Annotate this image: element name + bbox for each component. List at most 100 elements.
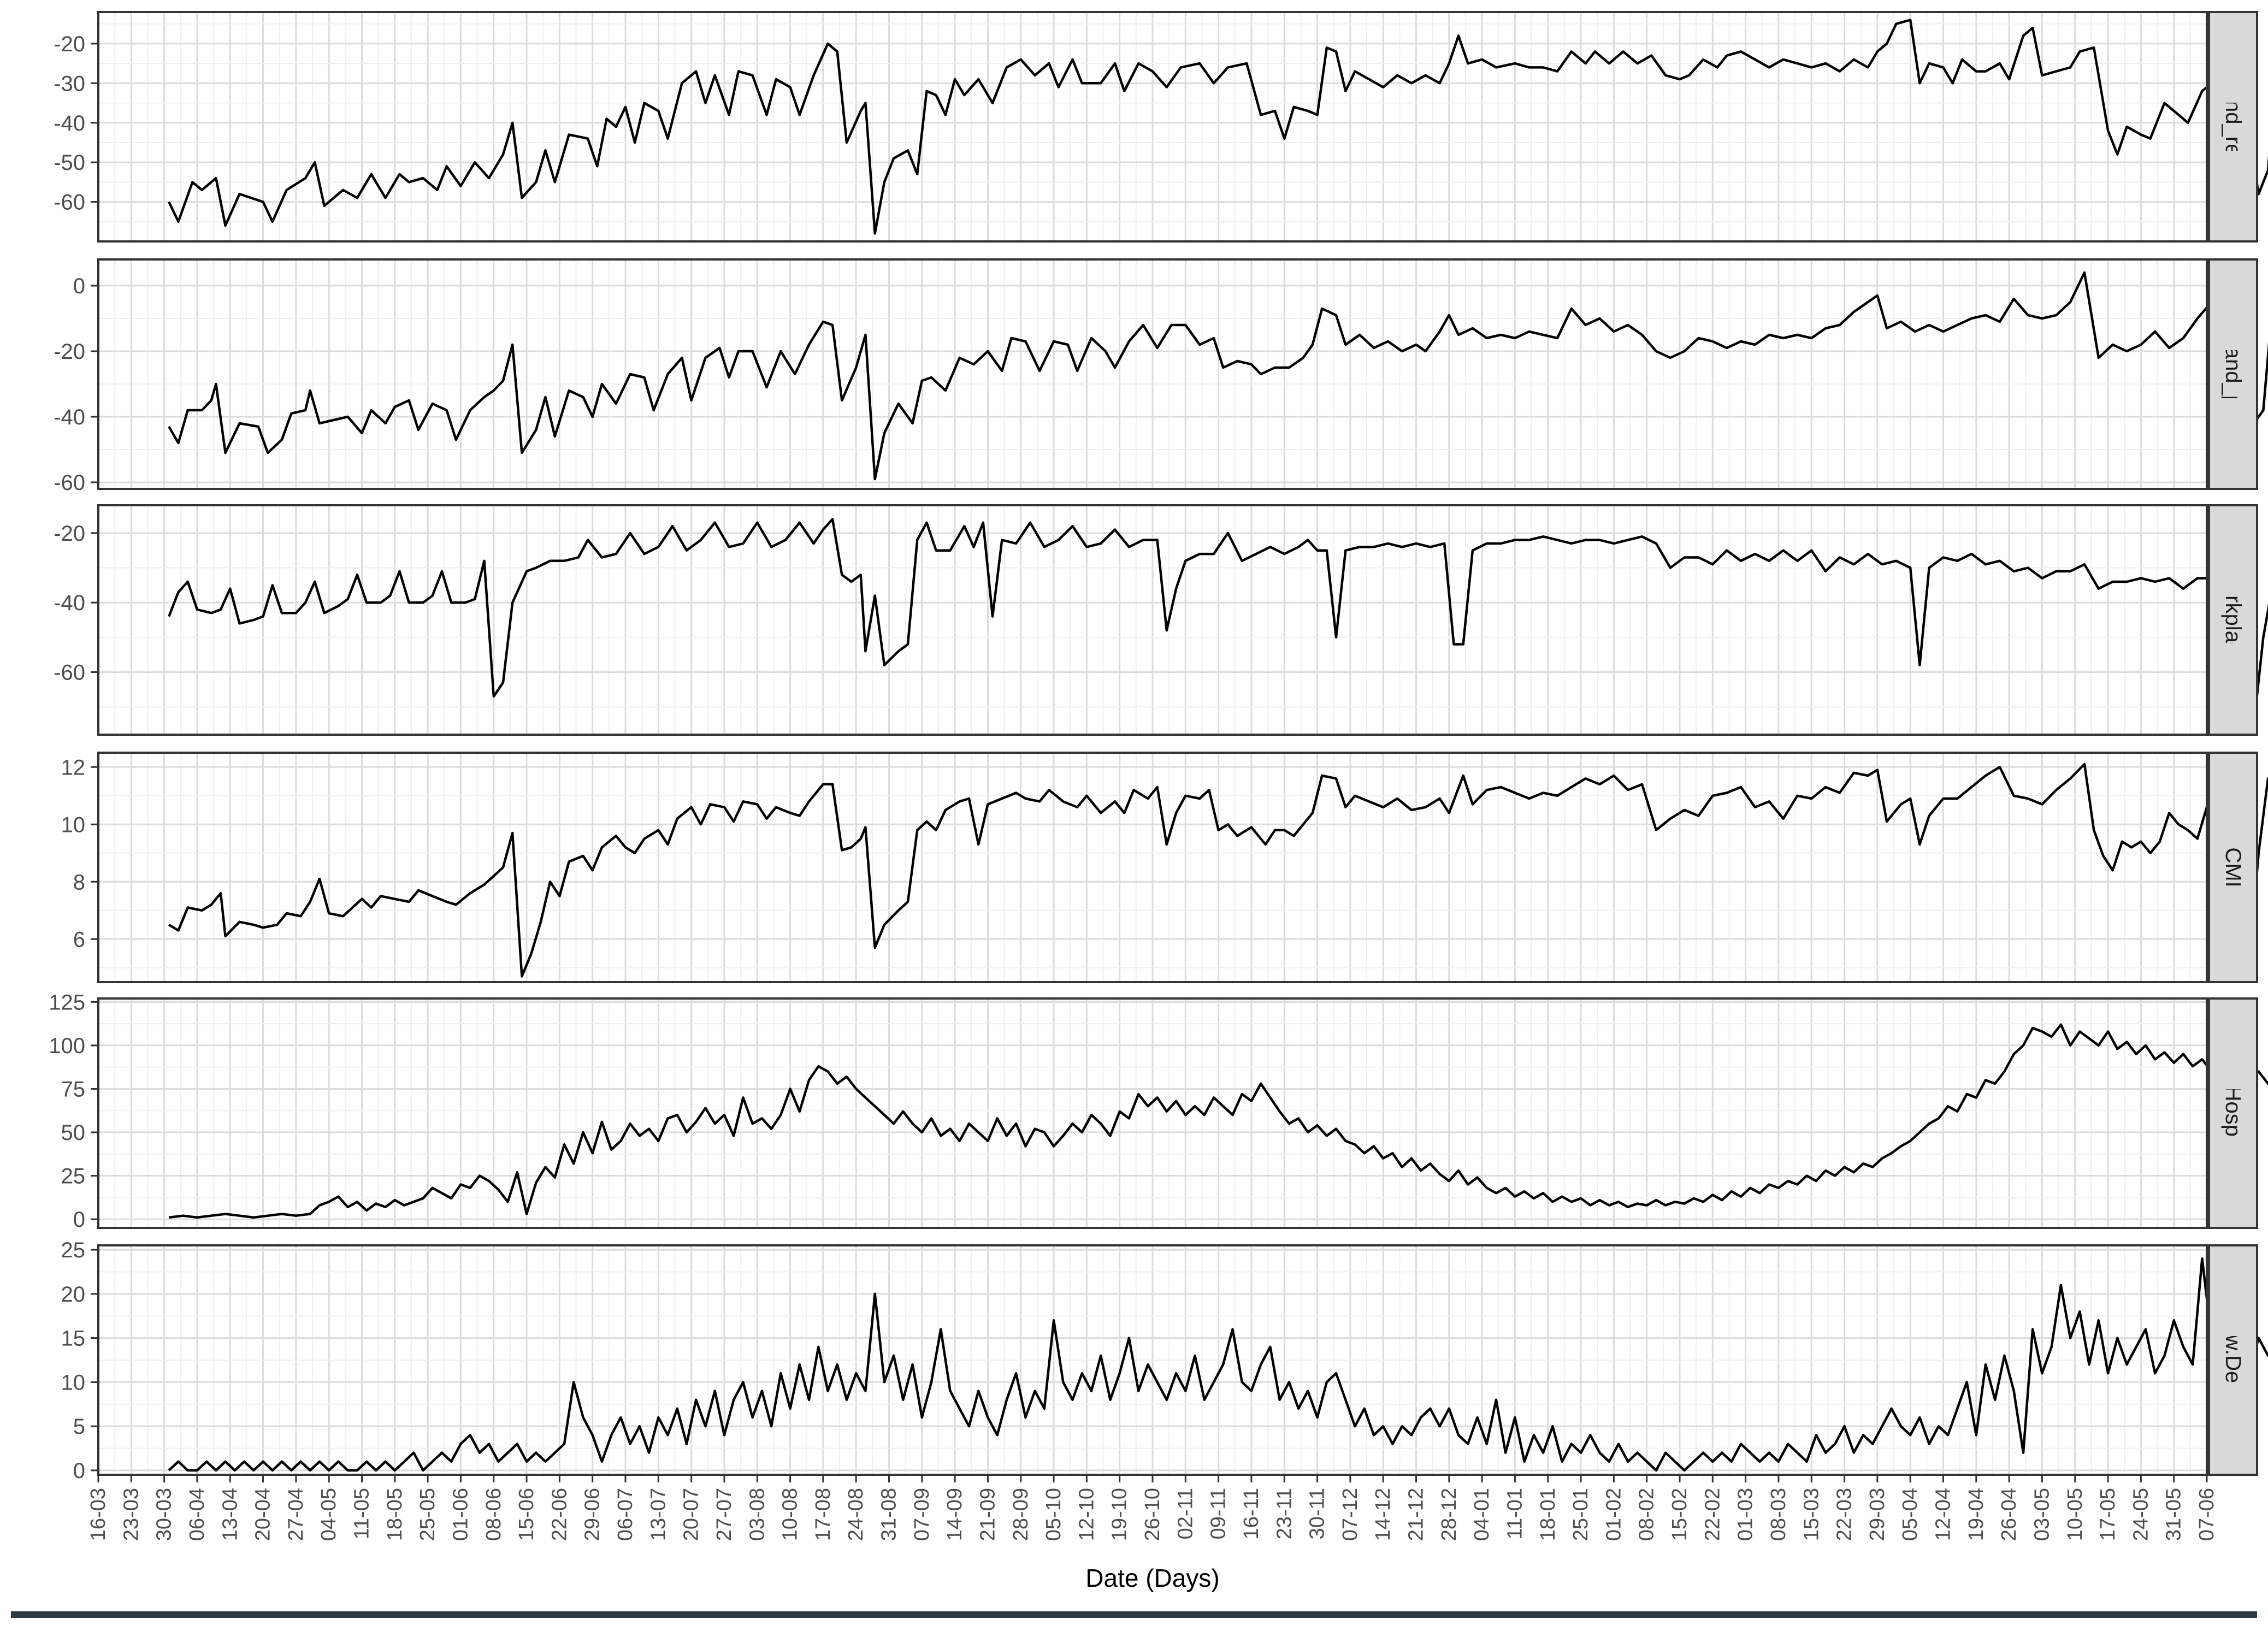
y-tick-label: 100 [49,1034,85,1058]
x-tick-label: 08-03 [1767,1488,1790,1541]
y-tick-label: 50 [61,1121,86,1145]
x-tick-label: 10-08 [779,1488,802,1541]
x-tick-label: 18-05 [383,1488,406,1541]
x-tick-label: 08-06 [482,1488,505,1541]
y-tick-label: 0 [73,1208,85,1232]
y-tick-label: -20 [54,340,85,364]
y-tick-label: 12 [61,755,86,779]
x-tick-label: 16-11 [1240,1488,1263,1539]
x-tick-label: 25-01 [1569,1488,1592,1541]
window-bottom-bar [11,1611,2257,1618]
y-tick-label: -40 [54,111,85,135]
x-tick-label: 23-03 [120,1488,143,1541]
x-tick-label: 31-05 [2163,1488,2186,1541]
y-tick-label: 15 [61,1327,86,1351]
x-tick-label: 15-02 [1668,1488,1691,1541]
x-tick-label: 25-05 [416,1488,439,1541]
y-tick-label: 25 [61,1165,86,1189]
x-tick-label: 31-08 [878,1488,901,1541]
y-tick-label: 10 [61,813,86,837]
x-tick-label: 28-09 [1009,1488,1032,1541]
x-tick-label: 26-04 [1998,1488,2021,1541]
x-tick-label: 30-11 [1306,1488,1329,1539]
x-tick-label: 17-08 [812,1488,835,1541]
x-tick-label: 01-06 [449,1488,472,1541]
x-tick-label: 04-01 [1470,1488,1493,1541]
strip-label: CMI [2221,847,2245,887]
y-tick-label: 25 [61,1238,86,1262]
x-tick-label: 23-11 [1273,1488,1296,1539]
y-tick-label: 0 [73,1459,85,1483]
x-tick-label: 24-05 [2129,1488,2152,1541]
x-tick-label: 13-07 [647,1488,670,1541]
y-tick-label: 5 [73,1415,85,1439]
x-tick-label: 06-07 [614,1488,637,1541]
x-tick-label: 15-06 [515,1488,538,1541]
x-tick-label: 15-03 [1800,1488,1823,1541]
x-tick-label: 01-03 [1734,1488,1757,1541]
x-tick-label: 21-12 [1405,1488,1428,1541]
x-tick-label: 20-04 [252,1488,275,1541]
x-tick-label: 04-05 [317,1488,340,1541]
x-tick-label: 11-05 [351,1488,374,1539]
x-tick-label: 27-04 [285,1488,308,1541]
x-tick-label: 05-04 [1899,1488,1922,1541]
x-tick-label: 05-10 [1042,1488,1065,1541]
panel-4: 12 10 8 6 CMI [61,753,2268,982]
y-tick-label: -20 [54,32,85,56]
y-tick-label: 75 [61,1077,86,1101]
y-tick-label: -30 [54,72,85,96]
x-tick-label: 12-10 [1075,1488,1098,1541]
x-tick-label: 07-06 [2195,1488,2218,1541]
y-tick-label: -60 [54,191,85,215]
x-tick-label: 01-02 [1602,1488,1625,1541]
x-tick-label: 28-12 [1438,1488,1461,1541]
x-tick-label: 07-09 [911,1488,934,1541]
x-tick-label: 21-09 [976,1488,999,1541]
x-axis-title: Date (Days) [1085,1564,1219,1592]
x-tick-label: 14-12 [1372,1488,1395,1541]
y-tick-label: 6 [73,927,85,952]
y-tick-label: 125 [49,990,85,1014]
x-tick-label: 19-10 [1108,1488,1131,1541]
y-tick-label: -60 [54,660,85,684]
x-tick-label: 29-06 [581,1488,604,1541]
y-tick-label: 10 [61,1370,86,1394]
y-tick-label: -40 [54,591,85,615]
x-tick-label: 24-08 [844,1488,867,1541]
y-tick-label: 8 [73,870,85,894]
x-tick-label: 09-11 [1207,1488,1230,1539]
x-tick-label: 18-01 [1537,1488,1560,1541]
x-tick-label: 07-12 [1339,1488,1362,1541]
x-tick-label: 17-05 [2096,1488,2119,1541]
x-tick-label: 13-04 [218,1488,241,1541]
x-tick-label: 03-08 [746,1488,769,1541]
x-tick-label: 22-02 [1701,1488,1724,1541]
x-tick-label: 27-07 [713,1488,736,1541]
x-tick-label: 03-05 [2030,1488,2053,1541]
x-tick-label: 11-01 [1503,1488,1526,1539]
x-tick-label: 14-09 [943,1488,966,1541]
x-tick-label: 22-03 [1833,1488,1856,1541]
x-tick-label: 19-04 [1965,1488,1988,1541]
x-tick-label: 22-06 [548,1488,571,1541]
y-tick-label: -40 [54,405,85,429]
x-tick-label: 29-03 [1866,1488,1889,1541]
x-tick-label: 08-02 [1635,1488,1658,1541]
x-tick-label: 30-03 [153,1488,176,1541]
x-tick-label: 06-04 [186,1488,209,1541]
y-tick-label: 0 [73,274,85,298]
y-tick-label: -60 [54,471,85,495]
x-tick-label: 16-03 [87,1488,110,1541]
x-tick-label: 02-11 [1174,1488,1197,1539]
x-tick-label: 10-05 [2064,1488,2087,1541]
x-tick-label: 26-10 [1141,1488,1164,1541]
